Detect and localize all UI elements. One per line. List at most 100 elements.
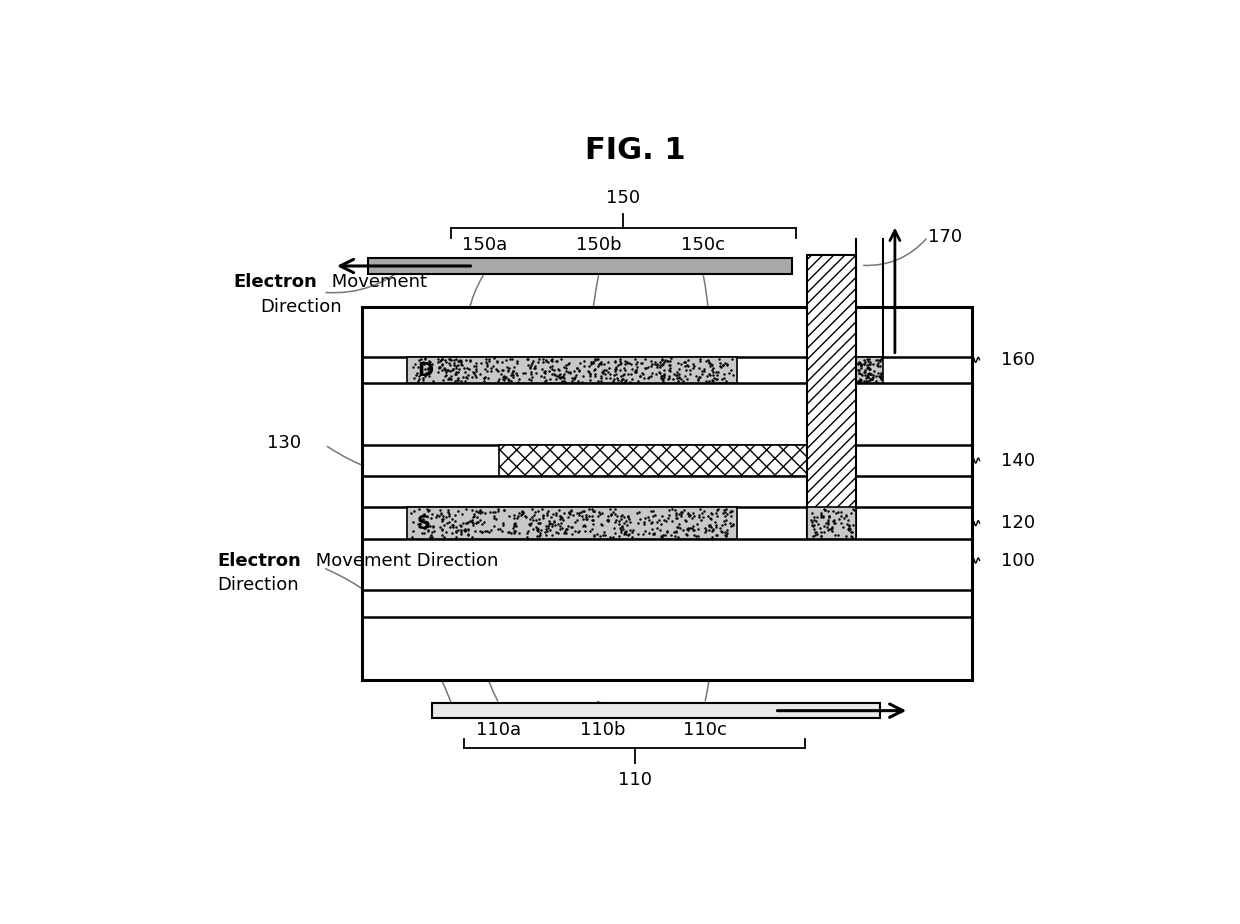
Point xyxy=(503,364,523,379)
Point xyxy=(661,364,681,379)
Point xyxy=(615,524,635,539)
Point xyxy=(471,517,491,531)
Point xyxy=(806,524,826,539)
Point xyxy=(449,504,469,518)
Point xyxy=(454,523,474,538)
Point xyxy=(604,520,624,535)
Point xyxy=(466,361,486,376)
Point xyxy=(614,366,634,381)
Point xyxy=(574,359,594,373)
Point xyxy=(536,522,556,537)
Point xyxy=(605,515,625,529)
Point xyxy=(699,359,719,374)
Point xyxy=(455,524,475,539)
Point xyxy=(826,505,846,520)
Point xyxy=(430,506,450,521)
Point xyxy=(684,359,704,374)
Point xyxy=(692,366,712,381)
Point xyxy=(660,353,680,368)
Point xyxy=(854,357,874,371)
Point xyxy=(585,366,605,381)
Point xyxy=(520,360,539,375)
Point xyxy=(559,356,579,371)
Point xyxy=(861,354,880,369)
Point xyxy=(464,366,484,381)
Point xyxy=(698,509,718,524)
Point xyxy=(484,508,503,523)
Point xyxy=(413,508,433,523)
Point xyxy=(543,359,563,373)
Point xyxy=(583,354,603,369)
Point xyxy=(683,518,703,533)
Point xyxy=(494,371,513,386)
Point xyxy=(573,369,593,383)
Point xyxy=(407,365,427,380)
Point xyxy=(842,525,862,540)
Point xyxy=(476,351,496,366)
Text: 150b: 150b xyxy=(577,236,621,254)
Point xyxy=(419,369,439,383)
Point xyxy=(455,522,475,537)
Point xyxy=(614,368,634,383)
Point xyxy=(418,523,438,538)
Point xyxy=(693,363,713,378)
Point xyxy=(667,371,687,385)
Point xyxy=(870,353,890,368)
Point xyxy=(463,515,482,529)
Point xyxy=(563,373,583,388)
Point xyxy=(615,363,635,378)
Point xyxy=(471,355,491,370)
Point xyxy=(851,356,870,371)
Point xyxy=(564,371,584,385)
Point xyxy=(647,358,667,372)
Bar xyxy=(408,507,737,539)
Point xyxy=(861,366,880,381)
Point xyxy=(698,353,718,368)
Point xyxy=(443,517,463,532)
Point xyxy=(872,370,892,384)
Point xyxy=(445,530,465,545)
Point xyxy=(521,516,541,530)
Point xyxy=(588,373,608,388)
Point xyxy=(432,514,451,529)
Point xyxy=(615,373,635,388)
Point xyxy=(549,368,569,383)
Point xyxy=(414,357,434,371)
Point xyxy=(430,352,450,367)
Point xyxy=(410,351,430,366)
Point xyxy=(596,362,616,377)
Point xyxy=(826,516,846,530)
Point xyxy=(805,512,825,527)
Point xyxy=(480,505,500,519)
Point xyxy=(409,369,429,383)
Point xyxy=(670,361,689,376)
Point xyxy=(663,371,683,386)
Point xyxy=(461,530,481,545)
Point xyxy=(671,507,691,522)
Point xyxy=(841,529,861,543)
Point xyxy=(682,521,702,536)
Point xyxy=(611,374,631,389)
Point xyxy=(451,355,471,370)
Point xyxy=(651,529,671,544)
Point xyxy=(536,374,556,389)
Point xyxy=(436,363,456,378)
Point xyxy=(848,373,868,388)
Point xyxy=(556,522,575,537)
Point xyxy=(590,506,610,521)
Point xyxy=(409,353,429,368)
Point xyxy=(632,527,652,541)
Point xyxy=(538,518,558,533)
Point xyxy=(671,357,691,371)
Point xyxy=(446,523,466,538)
Point xyxy=(521,512,541,527)
Point xyxy=(677,353,697,368)
Point xyxy=(575,524,595,539)
Point xyxy=(580,524,600,539)
Point xyxy=(564,363,584,378)
Point xyxy=(673,373,693,388)
Point xyxy=(549,362,569,377)
Point xyxy=(841,521,861,536)
Point xyxy=(429,509,449,524)
Point xyxy=(615,353,635,368)
